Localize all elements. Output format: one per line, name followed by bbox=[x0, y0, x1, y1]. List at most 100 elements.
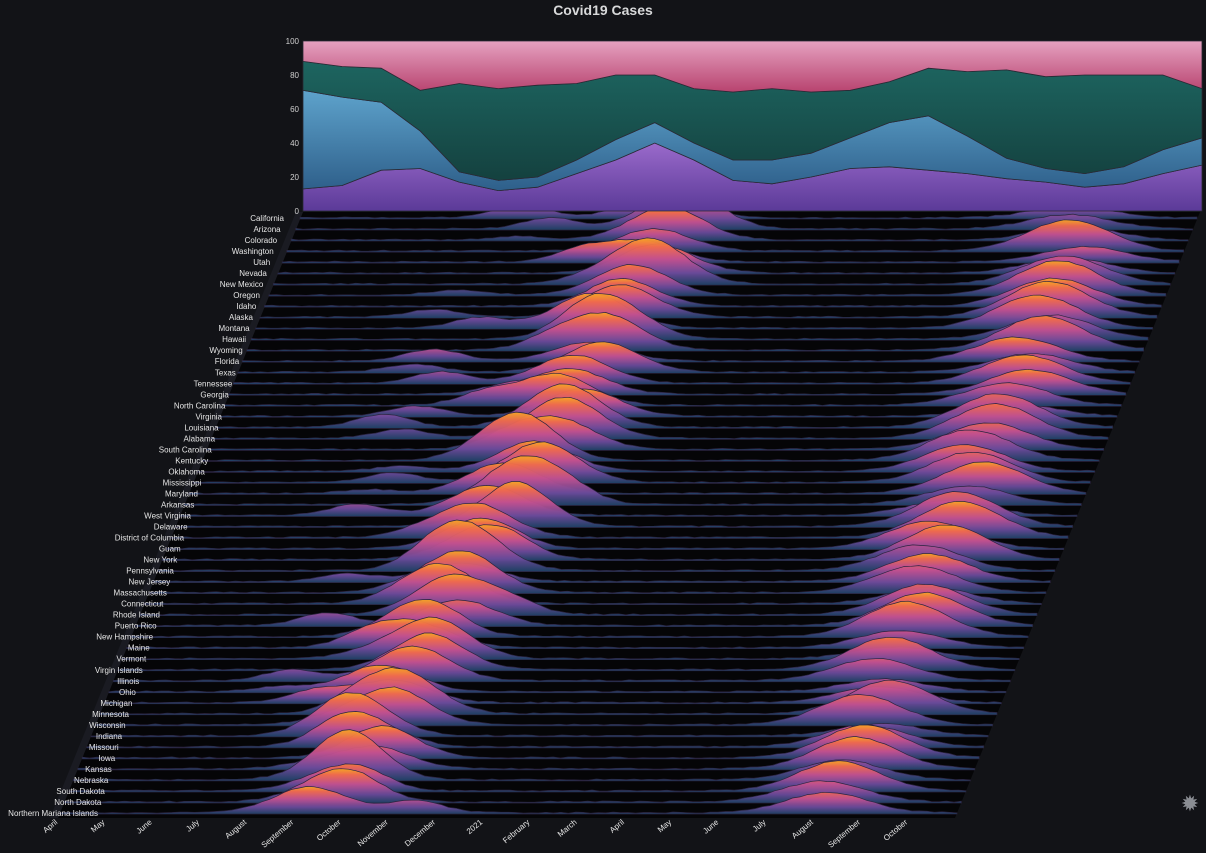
state-label: Georgia bbox=[200, 390, 229, 399]
ridge-florida bbox=[241, 336, 1140, 363]
state-label: South Dakota bbox=[56, 787, 105, 796]
state-label: North Carolina bbox=[174, 401, 226, 410]
state-label: Alaska bbox=[229, 313, 254, 322]
state-label: New Hampshire bbox=[96, 633, 153, 642]
state-label: Ohio bbox=[119, 688, 136, 697]
month-label: July bbox=[751, 818, 768, 834]
month-label: 2021 bbox=[465, 817, 485, 836]
ridge-missouri bbox=[86, 711, 985, 749]
state-label: Maine bbox=[128, 644, 150, 653]
state-label: Vermont bbox=[116, 655, 147, 664]
state-label: Louisiana bbox=[184, 423, 219, 432]
stacked-area-panel: 0 20 40 60 80 100 bbox=[286, 37, 1203, 216]
month-label: April bbox=[608, 818, 626, 835]
y-tick-label: 100 bbox=[286, 37, 300, 46]
state-label: Virgin Islands bbox=[95, 666, 143, 675]
ridge-montana bbox=[255, 293, 1153, 330]
state-label: Arizona bbox=[253, 225, 281, 234]
ridge-arizona bbox=[295, 186, 1193, 231]
month-label: September bbox=[826, 817, 862, 849]
state-label: New Jersey bbox=[129, 578, 171, 587]
state-label: Guam bbox=[159, 545, 181, 554]
month-label: October bbox=[315, 817, 343, 842]
month-label: May bbox=[89, 818, 106, 835]
ridgeline-series bbox=[59, 186, 1198, 815]
state-label: Virginia bbox=[195, 412, 222, 421]
chart-title: Covid19 Cases bbox=[553, 2, 653, 18]
state-label: Michigan bbox=[100, 699, 132, 708]
state-label: New York bbox=[143, 556, 178, 565]
state-label: Massachusetts bbox=[114, 589, 167, 598]
state-label: Delaware bbox=[154, 523, 188, 532]
state-label: Florida bbox=[215, 357, 240, 366]
ridge-side-wall bbox=[50, 212, 303, 818]
y-tick-label: 0 bbox=[295, 207, 300, 216]
month-label: July bbox=[184, 818, 201, 834]
state-label: Minnesota bbox=[92, 710, 129, 719]
ridge-arkansas bbox=[184, 455, 1082, 506]
state-label: Kansas bbox=[85, 765, 112, 774]
state-label: Texas bbox=[215, 368, 236, 377]
stack-series-3 bbox=[302, 40, 1203, 93]
state-label: Utah bbox=[253, 258, 270, 267]
month-label: June bbox=[701, 817, 720, 835]
state-label: North Dakota bbox=[54, 798, 102, 807]
month-label: December bbox=[403, 817, 437, 848]
state-label: Mississippi bbox=[163, 478, 202, 487]
y-tick-label: 20 bbox=[290, 173, 299, 182]
ridge-new-jersey bbox=[152, 553, 1051, 583]
state-label: Kentucky bbox=[175, 456, 208, 465]
month-label: February bbox=[501, 818, 531, 845]
ridge-massachusetts bbox=[148, 550, 1047, 594]
state-label: Missouri bbox=[89, 743, 119, 752]
ridge-virgin-islands bbox=[117, 632, 1016, 672]
state-label: California bbox=[250, 214, 284, 223]
state-label: Washington bbox=[232, 247, 274, 256]
state-label: Alabama bbox=[184, 434, 216, 443]
month-label: August bbox=[790, 817, 815, 840]
state-label: Oregon bbox=[233, 291, 260, 300]
y-tick-label: 80 bbox=[290, 71, 299, 80]
month-label: October bbox=[882, 817, 910, 842]
state-label: Wisconsin bbox=[89, 721, 125, 730]
month-label: April bbox=[41, 818, 59, 835]
state-label: Idaho bbox=[236, 302, 257, 311]
state-label: Colorado bbox=[245, 236, 278, 245]
y-tick-label: 40 bbox=[290, 139, 299, 148]
month-label: August bbox=[223, 817, 248, 840]
state-label: Montana bbox=[218, 324, 250, 333]
state-label: Northern Mariana Islands bbox=[8, 809, 98, 818]
state-label: Indiana bbox=[96, 732, 123, 741]
y-tick-label: 60 bbox=[290, 105, 299, 114]
state-label: District of Columbia bbox=[115, 534, 185, 543]
state-label: New Mexico bbox=[220, 280, 264, 289]
state-label: Tennessee bbox=[194, 379, 233, 388]
state-label: Arkansas bbox=[161, 501, 194, 510]
ridge-kentucky bbox=[201, 411, 1100, 462]
month-label: September bbox=[260, 817, 296, 849]
state-label: West Virginia bbox=[144, 512, 191, 521]
state-label: Nebraska bbox=[74, 776, 109, 785]
state-label: Maryland bbox=[165, 490, 198, 499]
state-label: Connecticut bbox=[121, 600, 164, 609]
ridge-new-hampshire bbox=[130, 599, 1029, 639]
ridge-minnesota bbox=[99, 667, 998, 716]
state-label: Rhode Island bbox=[113, 611, 160, 620]
month-label: November bbox=[356, 817, 390, 848]
state-label: Oklahoma bbox=[168, 467, 205, 476]
ridge-illinois bbox=[112, 645, 1011, 683]
state-label: South Carolina bbox=[159, 445, 212, 454]
state-label: Nevada bbox=[239, 269, 267, 278]
state-label: Hawaii bbox=[222, 335, 246, 344]
ridge-nebraska bbox=[72, 729, 971, 782]
gear-icon[interactable]: ✹ bbox=[1180, 791, 1200, 816]
ridge-south-dakota bbox=[68, 760, 967, 793]
state-label: Iowa bbox=[98, 754, 115, 763]
state-label: Puerto Rico bbox=[115, 622, 157, 631]
ridge-maine bbox=[126, 618, 1025, 650]
ridge-tennessee bbox=[232, 354, 1131, 385]
state-label: Pennsylvania bbox=[126, 567, 174, 576]
ridge-northern-mariana-islands bbox=[59, 786, 958, 815]
month-label: May bbox=[656, 818, 673, 835]
